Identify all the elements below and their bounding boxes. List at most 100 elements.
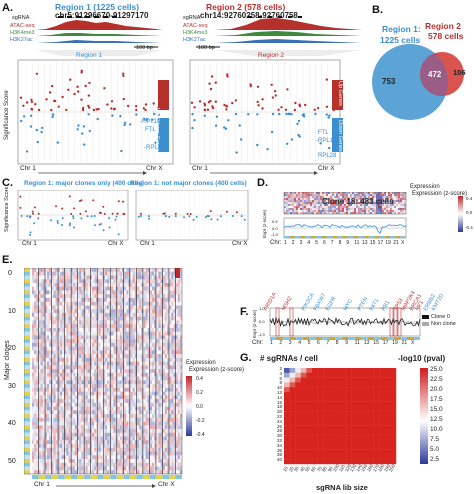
gene-point — [22, 104, 25, 107]
d-chr-tick: 9 — [346, 240, 350, 246]
gene-point — [190, 101, 194, 104]
e-colorbar — [186, 376, 192, 436]
down-genes-label-right: Down Genes — [337, 120, 343, 152]
f-chr-tick: 2 — [279, 340, 283, 346]
gene-point — [103, 212, 106, 215]
gene-point — [151, 118, 154, 121]
g-y-tick: 38 — [276, 452, 282, 458]
gene-point — [203, 104, 207, 107]
gene-point — [144, 103, 148, 106]
gene-point — [30, 108, 34, 111]
gene-point — [55, 205, 57, 208]
gene-point — [88, 129, 92, 133]
g-y-tick: 36 — [276, 447, 282, 453]
gene-point — [208, 82, 211, 85]
gene-point — [51, 84, 54, 88]
gene-point — [106, 103, 109, 106]
gene-point — [135, 105, 138, 108]
g-y-tick: 2 — [279, 366, 282, 371]
f-chr-tick: 11 — [354, 340, 360, 346]
d-chr-label: Chr: — [270, 240, 282, 246]
gene-point — [26, 215, 29, 218]
gene-point — [30, 98, 33, 101]
panel-g-label: G. — [240, 352, 252, 364]
gene-point — [37, 217, 40, 220]
gene-point — [77, 124, 80, 127]
gene-point — [214, 124, 218, 127]
gene-point — [50, 108, 53, 112]
g-legend-tick: 17.5 — [430, 396, 443, 403]
panel-a-label: A. — [2, 2, 13, 14]
g-y-tick: 18 — [276, 404, 282, 410]
gene-point — [304, 103, 307, 107]
gene-point — [88, 81, 91, 85]
g-legend-tick: 10.0 — [430, 426, 443, 433]
gene-point — [81, 106, 85, 110]
gene-point — [40, 130, 43, 134]
gene-point — [99, 223, 102, 225]
gene-point — [297, 133, 300, 137]
f-chr-label: Chr: — [252, 340, 264, 346]
f-chr-tick: 8 — [335, 340, 339, 346]
gene-point — [210, 218, 213, 221]
panel-a-scatter — [17, 59, 343, 165]
gene-point — [93, 215, 96, 217]
gene-point — [223, 126, 226, 129]
gene-point — [110, 107, 113, 110]
g-y-ticks: 2 4 6 8 10 12 14 16 18 20 22 24 26 28 30 32 34 36 38 40 — [270, 366, 282, 466]
g-y-tick: 40 — [276, 457, 282, 463]
gene-point — [203, 114, 206, 117]
gene-point — [19, 195, 22, 198]
panel-c-label: C. — [2, 177, 13, 189]
c-x-end-right: Chr X — [232, 241, 248, 247]
e-y-ticks: 0 10 20 30 40 50 — [8, 270, 24, 470]
e-y-tick: 30 — [8, 382, 16, 390]
region2-title: Region 2 (578 cells) — [206, 2, 286, 12]
gene-point — [61, 217, 64, 220]
gene-point — [247, 113, 250, 116]
gene-point — [65, 108, 68, 112]
g-y-tick: 34 — [276, 442, 282, 448]
g-y-tick: 4 — [279, 370, 282, 376]
gene-point — [256, 100, 259, 104]
d-chr-tick: 13 — [362, 240, 368, 246]
e-legend-tick-4: -0.2 — [196, 418, 205, 424]
gene-point — [224, 127, 228, 130]
gene-point — [316, 106, 320, 110]
plot-frame-left — [17, 59, 174, 165]
gene-point — [79, 212, 82, 215]
c-right-title: Region 1: not major clones (400 cells) — [130, 180, 247, 187]
g-y-tick: 14 — [276, 394, 282, 400]
gene-point — [69, 78, 72, 81]
gene-point — [216, 218, 219, 221]
g-colorbar — [420, 368, 428, 464]
gene-point — [76, 85, 79, 88]
gene-point — [256, 85, 260, 88]
gene-point — [30, 100, 34, 104]
d-chr-tick: X — [401, 240, 405, 246]
e-x-arrow — [56, 484, 156, 488]
gene-point — [209, 210, 212, 213]
panel-d-label: D. — [257, 177, 268, 189]
gene-point — [274, 94, 277, 97]
gene-point — [327, 116, 330, 119]
gene-point — [164, 212, 166, 215]
d-legend-tick-1: 0.4 — [466, 196, 473, 201]
e-legend-title: Expression (z-score) — [189, 367, 245, 373]
f-legend-nonclone: Non clone — [431, 321, 456, 327]
d-legend-title: Expression (z-score) — [412, 191, 468, 197]
f-chr-tick: 21 — [401, 340, 408, 346]
d-chr-ticks: 1 2 3 4 5 6 7 8 9 11 13 15 17 19 21 X — [284, 240, 408, 248]
gene-point — [90, 215, 93, 218]
gene-point — [108, 217, 111, 220]
gene-point — [297, 119, 301, 123]
gene-point — [114, 218, 117, 221]
gene-point — [51, 115, 54, 119]
gene-point — [225, 108, 228, 111]
gene-point — [35, 128, 38, 132]
d-chr-tick: 11 — [354, 240, 360, 246]
gene-point — [225, 105, 228, 108]
gene-point — [143, 117, 146, 120]
gene-point — [83, 143, 86, 146]
d-clone-title: Clone 18: 483 cells — [322, 197, 394, 206]
